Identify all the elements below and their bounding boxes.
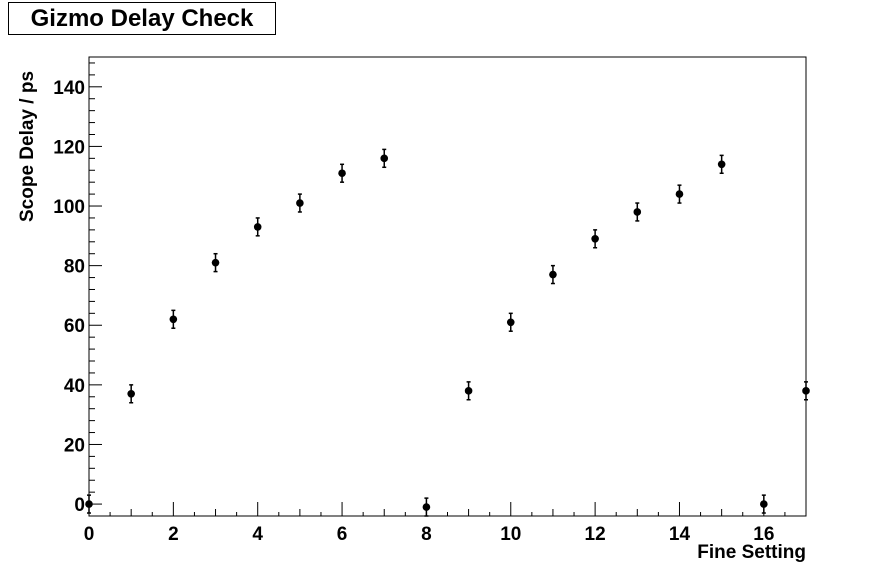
point-marker xyxy=(338,169,346,178)
data-point xyxy=(422,497,431,517)
y-tick-label: 0 xyxy=(74,495,85,516)
point-marker xyxy=(633,208,642,216)
x-tick-label: 0 xyxy=(84,524,95,545)
data-point xyxy=(591,229,599,249)
data-point xyxy=(506,312,515,332)
data-point xyxy=(464,381,473,401)
data-point xyxy=(760,494,768,514)
point-marker xyxy=(760,500,768,508)
y-tick-label: 80 xyxy=(64,257,85,278)
point-marker xyxy=(253,223,262,231)
point-marker xyxy=(211,258,220,267)
x-tick-label: 2 xyxy=(168,524,179,545)
data-point xyxy=(169,309,178,329)
point-marker xyxy=(549,270,557,279)
point-marker xyxy=(422,503,431,511)
x-axis-title: Fine Setting xyxy=(697,542,806,563)
data-point xyxy=(253,217,262,237)
data-point xyxy=(717,154,726,174)
point-marker xyxy=(717,160,726,169)
point-marker xyxy=(675,190,684,198)
data-point xyxy=(127,384,135,404)
x-tick-label: 10 xyxy=(500,524,521,545)
y-axis: 0 20 40 60 80 100 120 140 xyxy=(53,62,102,517)
y-axis-title: Scope Delay / ps xyxy=(17,71,38,222)
point-marker xyxy=(464,387,473,395)
data-point xyxy=(85,494,93,514)
x-tick-label: 4 xyxy=(252,524,263,545)
data-point xyxy=(633,202,642,222)
data-points xyxy=(85,148,810,517)
chart-title-box: Gizmo Delay Check xyxy=(8,2,276,35)
data-point xyxy=(802,381,810,401)
point-marker xyxy=(127,389,135,398)
data-point xyxy=(380,148,389,169)
x-tick-label: 14 xyxy=(669,524,691,545)
x-tick-label: 6 xyxy=(337,524,348,545)
y-tick-label: 20 xyxy=(64,435,85,456)
chart-title: Gizmo Delay Check xyxy=(30,4,254,32)
y-tick-label: 60 xyxy=(64,316,85,337)
y-tick-label: 40 xyxy=(64,376,85,397)
data-point xyxy=(211,252,220,273)
data-point xyxy=(549,264,557,285)
data-point xyxy=(296,193,304,213)
x-tick-label: 16 xyxy=(753,524,774,545)
y-tick-label: 140 xyxy=(53,78,85,99)
point-marker xyxy=(591,235,599,243)
point-marker xyxy=(506,318,515,327)
plot-frame xyxy=(88,56,807,517)
point-marker xyxy=(169,315,178,324)
point-marker xyxy=(380,154,389,163)
y-tick-label: 120 xyxy=(53,137,85,158)
data-point xyxy=(675,184,684,204)
point-marker xyxy=(802,387,810,395)
point-marker xyxy=(296,199,304,207)
y-tick-label: 100 xyxy=(53,197,85,218)
x-axis: 0 2 4 6 8 10 12 14 16 xyxy=(84,502,807,545)
point-marker xyxy=(85,500,93,508)
x-tick-label: 8 xyxy=(421,524,432,545)
data-point xyxy=(338,163,346,183)
x-tick-label: 12 xyxy=(585,524,606,545)
